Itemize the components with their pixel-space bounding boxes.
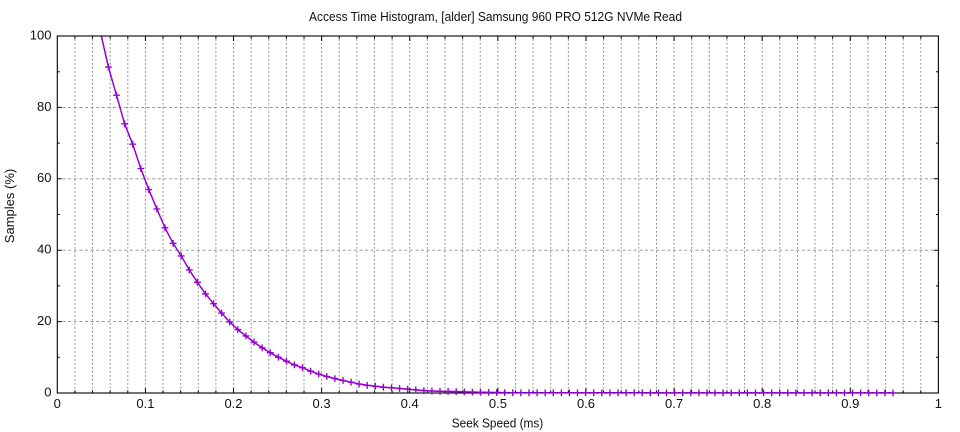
svg-text:Seek Speed (ms): Seek Speed (ms) <box>452 416 544 431</box>
svg-text:0.8: 0.8 <box>753 396 771 411</box>
svg-text:0: 0 <box>44 384 51 399</box>
svg-text:0: 0 <box>54 396 61 411</box>
svg-text:0.5: 0.5 <box>489 396 507 411</box>
svg-text:20: 20 <box>37 313 51 328</box>
svg-text:0.7: 0.7 <box>665 396 683 411</box>
svg-text:80: 80 <box>37 99 51 114</box>
svg-text:40: 40 <box>37 242 51 257</box>
svg-text:0.6: 0.6 <box>577 396 595 411</box>
svg-text:100: 100 <box>30 27 52 42</box>
svg-text:Access Time Histogram, [alder]: Access Time Histogram, [alder] Samsung 9… <box>309 9 682 24</box>
svg-text:0.3: 0.3 <box>313 396 331 411</box>
svg-text:1: 1 <box>935 396 942 411</box>
svg-text:60: 60 <box>37 170 51 185</box>
svg-text:0.1: 0.1 <box>136 396 154 411</box>
svg-text:0.9: 0.9 <box>841 396 859 411</box>
svg-text:0.2: 0.2 <box>224 396 242 411</box>
svg-text:Samples (%): Samples (%) <box>2 169 17 243</box>
svg-text:0.4: 0.4 <box>401 396 419 411</box>
